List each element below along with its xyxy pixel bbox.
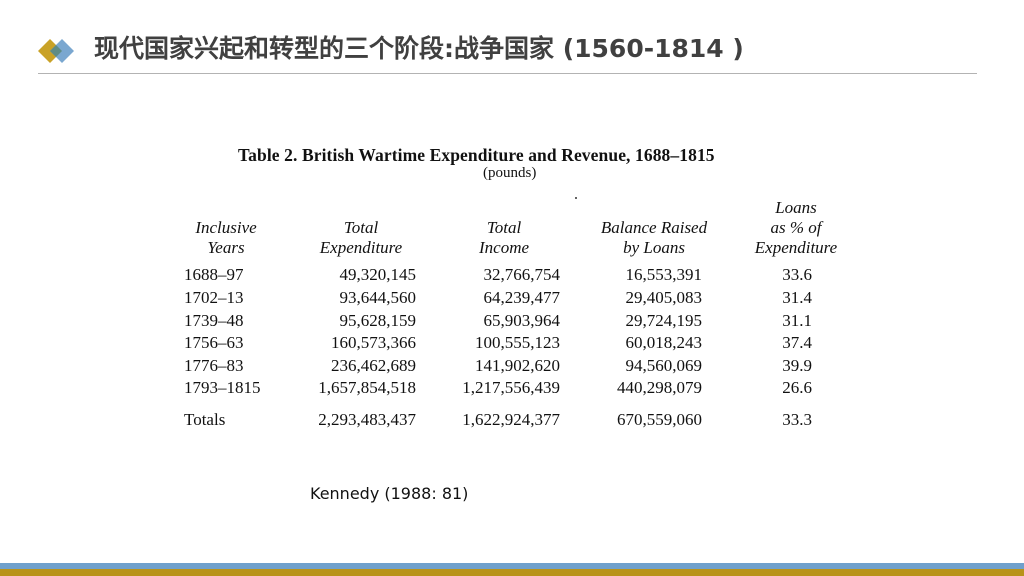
- cell-expenditure-total: 2,293,483,437: [318, 410, 416, 429]
- cell-loans: 60,018,243: [625, 333, 703, 352]
- source-citation: Kennedy (1988: 81): [310, 484, 469, 503]
- cell-expenditure: 236,462,689: [331, 356, 416, 375]
- cell-loans-percent: 31.4: [782, 288, 812, 307]
- table-caption: Table 2. British Wartime Expenditure and…: [238, 145, 715, 165]
- cell-income: 64,239,477: [483, 288, 561, 307]
- cell-years: 1793–1815: [184, 378, 261, 397]
- footer-band-gold: [0, 569, 1024, 576]
- table-row: 1793–1815 1,657,854,518 1,217,556,439 44…: [180, 377, 850, 399]
- title-divider: [38, 73, 977, 74]
- cell-income: 1,217,556,439: [462, 378, 560, 397]
- cell-expenditure: 1,657,854,518: [318, 378, 416, 397]
- cell-loans: 440,298,079: [617, 378, 702, 397]
- cell-expenditure: 95,628,159: [339, 311, 417, 330]
- scan-speck: [575, 197, 577, 199]
- table-row: 1739–48 95,628,159 65,903,964 29,724,195…: [180, 310, 850, 332]
- cell-loans-percent: 33.6: [782, 265, 812, 284]
- column-header-total-income: Total Income: [478, 218, 530, 257]
- overlapping-diamonds-icon: [38, 38, 78, 64]
- table-row: 1702–13 93,644,560 64,239,477 29,405,083…: [180, 287, 850, 309]
- cell-income-total: 1,622,924,377: [462, 410, 560, 429]
- column-header-total-expenditure: Total Expenditure: [319, 218, 403, 257]
- column-header-inclusive-years: Inclusive Years: [195, 218, 257, 257]
- cell-loans-percent-total: 33.3: [782, 410, 812, 429]
- table-totals-row: Totals 2,293,483,437 1,622,924,377 670,5…: [180, 409, 850, 431]
- cell-income: 100,555,123: [475, 333, 560, 352]
- table-row: 1688–97 49,320,145 32,766,754 16,553,391…: [180, 264, 850, 286]
- cell-loans-percent: 37.4: [782, 333, 812, 352]
- cell-income: 32,766,754: [483, 265, 561, 284]
- cell-loans-percent: 39.9: [782, 356, 812, 375]
- cell-loans-total: 670,559,060: [617, 410, 702, 429]
- table-subcaption: (pounds): [483, 165, 537, 181]
- cell-loans-percent: 31.1: [782, 311, 812, 330]
- cell-income: 65,903,964: [483, 311, 561, 330]
- table-row: 1776–83 236,462,689 141,902,620 94,560,0…: [180, 355, 850, 377]
- cell-expenditure: 49,320,145: [339, 265, 417, 284]
- cell-years: 1688–97: [184, 265, 244, 284]
- cell-totals-label: Totals: [184, 410, 226, 429]
- footer-band-blue: [0, 563, 1024, 569]
- cell-loans-percent: 26.6: [782, 378, 812, 397]
- column-header-balance-raised-by-loans: Balance Raised by Loans: [600, 218, 708, 257]
- column-header-loans-percent: Loans as % of Expenditure: [754, 198, 838, 257]
- cell-loans: 94,560,069: [625, 356, 703, 375]
- cell-expenditure: 93,644,560: [339, 288, 417, 307]
- cell-expenditure: 160,573,366: [331, 333, 416, 352]
- expenditure-table-image: Table 2. British Wartime Expenditure and…: [180, 142, 850, 442]
- cell-years: 1756–63: [184, 333, 244, 352]
- cell-years: 1702–13: [184, 288, 244, 307]
- cell-loans: 29,405,083: [625, 288, 703, 307]
- cell-income: 141,902,620: [475, 356, 560, 375]
- cell-loans: 16,553,391: [625, 265, 703, 284]
- cell-years: 1776–83: [184, 356, 244, 375]
- table-row: 1756–63 160,573,366 100,555,123 60,018,2…: [180, 332, 850, 354]
- slide-title: 现代国家兴起和转型的三个阶段:战争国家 (1560-1814 ): [94, 34, 744, 63]
- cell-years: 1739–48: [184, 311, 244, 330]
- cell-loans: 29,724,195: [625, 311, 703, 330]
